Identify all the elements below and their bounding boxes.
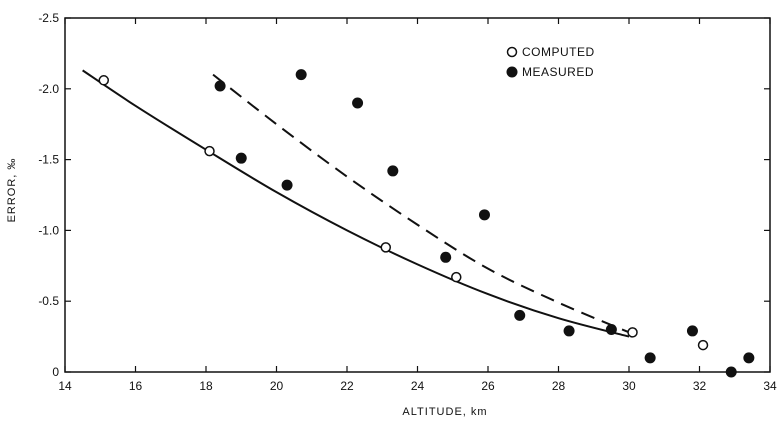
computed-point (697, 339, 709, 351)
x-tick-label: 32 (693, 379, 707, 393)
y-tick-label: -1.5 (38, 153, 59, 167)
x-tick-label: 26 (481, 379, 495, 393)
x-axis-label: ALTITUDE, km (402, 406, 487, 418)
computed-point (204, 145, 215, 157)
y-tick-label: -0.5 (38, 294, 59, 308)
legend-marker-computed (506, 46, 518, 58)
legend-marker-measured (506, 66, 518, 78)
computed-point (627, 327, 638, 338)
x-tick-label: 18 (199, 379, 213, 393)
measured-point (440, 251, 452, 263)
measured-point (563, 325, 575, 337)
fit-curves (82, 69, 630, 338)
axes (64, 17, 771, 373)
x-tick-label: 34 (763, 379, 777, 393)
y-tick-label: -2.0 (38, 82, 59, 96)
measured-point (605, 324, 617, 336)
legend-label-measured: MEASURED (522, 65, 594, 79)
x-tick-label: 16 (129, 379, 143, 393)
measured-point (514, 309, 526, 321)
measured-point (478, 209, 490, 221)
measured-point (235, 152, 247, 164)
computed-point (451, 271, 462, 283)
legend: COMPUTED MEASURED (506, 45, 595, 79)
x-tick-label: 20 (270, 379, 284, 393)
x-tick-label: 14 (58, 379, 72, 393)
measured-point (295, 69, 307, 81)
computed-trend-curve (82, 69, 630, 338)
measured-point (214, 80, 226, 92)
measured-point (686, 325, 698, 337)
measured-point (725, 366, 737, 378)
measured-point (352, 97, 364, 109)
plot-frame (64, 17, 771, 373)
x-tick-label: 24 (411, 379, 425, 393)
x-tick-label: 28 (552, 379, 566, 393)
computed-point (380, 242, 392, 253)
legend-label-computed: COMPUTED (522, 45, 595, 59)
y-tick-label: -1.0 (38, 223, 59, 237)
x-tick-label: 22 (340, 379, 354, 393)
data-points (98, 69, 755, 378)
measured-point (743, 352, 755, 364)
computed-point (98, 75, 110, 86)
x-tick-label: 30 (622, 379, 636, 393)
measured-point (281, 179, 293, 191)
measured-point (387, 165, 399, 177)
y-tick-label: 0 (52, 365, 59, 379)
y-tick-label: -2.5 (38, 11, 59, 25)
y-axis-label: ERROR, ‰ (6, 158, 18, 223)
measured-point (644, 352, 656, 364)
ticks: 14 16 18 20 22 24 26 28 30 32 34 0 -0.5 -1.0 -1.5 -2.0 -… (38, 11, 777, 393)
measured-trend-curve (212, 73, 630, 334)
